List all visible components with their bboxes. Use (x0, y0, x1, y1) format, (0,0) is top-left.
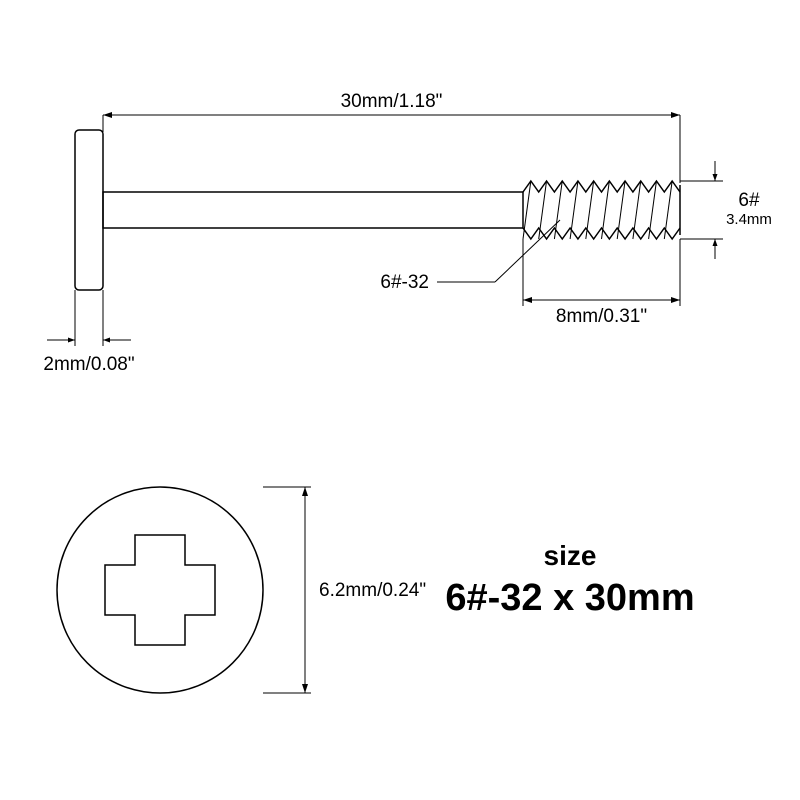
phillips-cross-icon (105, 535, 215, 645)
dim-head-thickness-label: 2mm/0.08" (43, 354, 134, 375)
dim-thread-length-label: 8mm/0.31" (556, 306, 647, 327)
size-block: size 6#-32 x 30mm (445, 540, 694, 619)
dim-head-dia-label: 6.2mm/0.24" (319, 580, 426, 601)
dim-thread-dia-label-top: 6# (738, 190, 760, 211)
size-main: 6#-32 x 30mm (445, 577, 694, 619)
screw-side-view (75, 130, 680, 290)
dim-thread-dia-label-bot: 3.4mm (726, 211, 772, 228)
dim-length-label: 30mm/1.18" (341, 91, 443, 112)
size-title: size (544, 540, 597, 571)
thread-spec-label: 6#-32 (380, 272, 429, 293)
technical-drawing: 30mm/1.18" 2mm/0.08" 8mm/0.31" 6#3.4mm 6#-32… (0, 0, 800, 800)
screw-head-front-view (57, 487, 263, 693)
